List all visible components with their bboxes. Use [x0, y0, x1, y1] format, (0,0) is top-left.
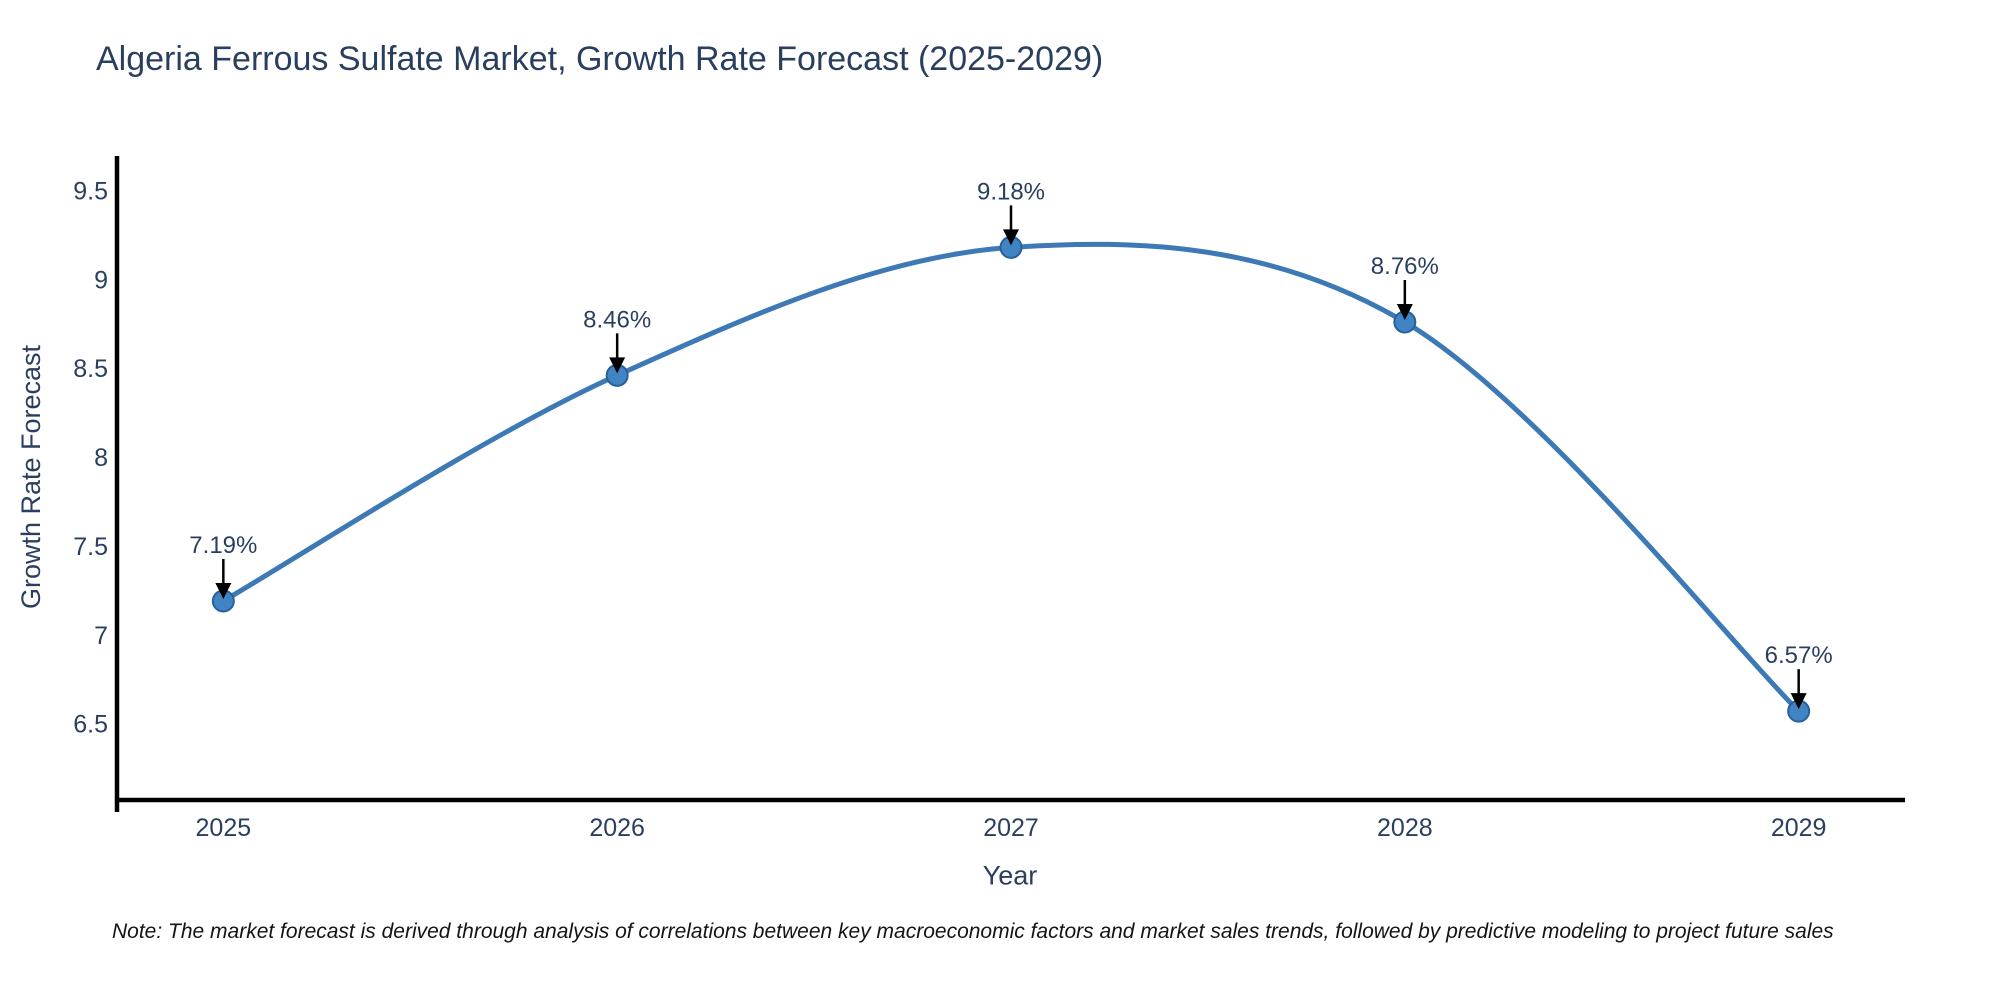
chart-title: Algeria Ferrous Sulfate Market, Growth R…: [96, 40, 1104, 78]
point-annotation: 8.76%: [1371, 253, 1439, 280]
y-tick-label: 7.5: [73, 533, 108, 561]
point-annotation: 7.19%: [189, 532, 257, 559]
x-tick-label: 2027: [983, 814, 1039, 842]
y-tick-label: 9.5: [73, 178, 108, 206]
annotation-arrow-head: [1790, 693, 1807, 710]
trend-line: [220, 241, 1802, 714]
y-axis-title: Growth Rate Forecast: [16, 344, 46, 610]
point-annotation: 6.57%: [1765, 642, 1833, 669]
x-tick-label: 2025: [196, 814, 252, 842]
point-annotation: 9.18%: [977, 178, 1045, 205]
y-tick-label: 6.5: [73, 711, 108, 739]
y-tick-label: 8: [94, 444, 108, 472]
x-tick-label: 2029: [1771, 814, 1827, 842]
y-tick-label: 9: [94, 266, 108, 294]
annotation-arrow-head: [1396, 304, 1413, 321]
annotation-arrow-head: [609, 357, 626, 374]
point-annotation: 8.46%: [583, 306, 651, 333]
x-tick-label: 2028: [1377, 814, 1433, 842]
y-tick-label: 8.5: [73, 355, 108, 383]
x-axis-title: Year: [982, 860, 1038, 891]
annotation-arrow-head: [1003, 229, 1019, 246]
x-tick-label: 2026: [589, 814, 645, 842]
annotation-arrow-head: [215, 582, 232, 599]
footnote: Note: The market forecast is derived thr…: [112, 920, 1834, 943]
y-tick-label: 7: [94, 622, 108, 650]
